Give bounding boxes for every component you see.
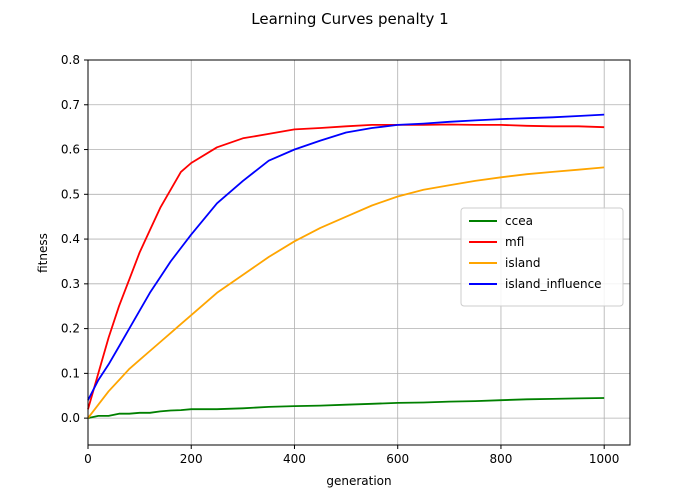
- y-axis-label: fitness: [36, 233, 50, 273]
- legend-label: ccea: [505, 214, 533, 228]
- chart-title: Learning Curves penalty 1: [251, 10, 448, 28]
- x-tick-label: 400: [283, 452, 306, 466]
- series-line-ccea: [87, 397, 605, 419]
- y-tick-label: 0.5: [61, 187, 80, 201]
- y-tick-label: 0.4: [61, 232, 80, 246]
- legend-label: island_influence: [505, 277, 602, 291]
- legend: ccea mfl island island_influence: [460, 207, 624, 307]
- y-tick-label: 0.3: [61, 277, 80, 291]
- series-layer: [87, 113, 605, 419]
- x-tick-label: 600: [386, 452, 409, 466]
- plot-frame: [87, 59, 631, 446]
- y-tick-label: 0.1: [61, 366, 80, 380]
- x-axis: 0 200 400 600 800 1000: [84, 445, 619, 466]
- legend-label: mfl: [505, 235, 524, 249]
- x-tick-label: 800: [489, 452, 512, 466]
- series-line-island: [87, 166, 605, 419]
- y-axis: 0.0 0.1 0.2 0.3 0.4 0.5 0.6 0.7 0.8: [61, 53, 88, 425]
- x-tick-label: 1000: [589, 452, 620, 466]
- x-tick-label: 0: [84, 452, 92, 466]
- legend-label: island: [505, 256, 541, 270]
- y-tick-label: 0.0: [61, 411, 80, 425]
- y-tick-label: 0.2: [61, 322, 80, 336]
- y-tick-label: 0.7: [61, 98, 80, 112]
- y-tick-label: 0.8: [61, 53, 80, 67]
- series-line-island_influence: [87, 113, 605, 401]
- legend-box: [460, 207, 624, 307]
- series-line-mfl: [87, 123, 605, 410]
- y-tick-label: 0.6: [61, 143, 80, 157]
- x-tick-label: 200: [180, 452, 203, 466]
- x-axis-label: generation: [326, 474, 391, 488]
